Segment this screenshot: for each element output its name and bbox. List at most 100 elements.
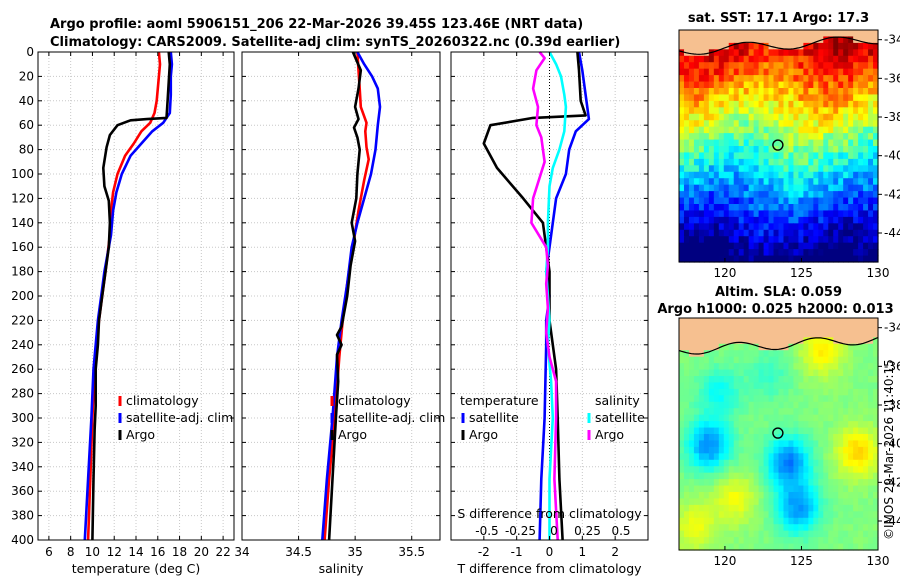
sst_map-cell (798, 165, 804, 173)
sla_map-cell (688, 492, 695, 500)
sst_map-cell (778, 120, 785, 128)
sst_map-cell (803, 197, 809, 205)
sst_map-cell (733, 62, 740, 70)
sst_map-cell (813, 133, 819, 141)
sla_map-cell (833, 408, 839, 416)
sst_map-cell (778, 36, 785, 44)
sst_map-cell (853, 165, 859, 173)
sla_map-cell (753, 337, 760, 345)
sst_map-cell (873, 55, 879, 63)
sla_map-cell (718, 318, 725, 326)
sla_map-cell (708, 376, 715, 384)
sla_map-cell (753, 472, 760, 480)
sst_map-cell (828, 184, 834, 192)
sla_map-cell (808, 421, 814, 429)
sla_map-cell (679, 350, 685, 358)
sst_map-cell (783, 197, 790, 205)
sla_map-cell (763, 524, 770, 532)
sla_map-cell (833, 324, 839, 332)
sla_map-cell (823, 330, 829, 338)
sla_map-cell (718, 330, 725, 338)
sla_map-cell (823, 408, 829, 416)
sst_map-cell (683, 36, 690, 44)
sst_map-cell (868, 197, 874, 205)
sla_map-cell (808, 434, 814, 442)
sla_map-cell (778, 401, 785, 409)
sla_map-cell (798, 356, 804, 364)
sla_map-cell (838, 324, 844, 332)
sst_map-cell (683, 184, 690, 192)
sst_map-cell (813, 30, 819, 38)
sst_map-cell (723, 133, 730, 141)
sst_map-cell (733, 242, 740, 250)
sst_map-cell (808, 242, 814, 250)
sla_map-cell (738, 388, 745, 396)
sst_map-cell (818, 88, 824, 96)
sla_map-cell (758, 395, 765, 403)
sst_map-cell (853, 107, 859, 115)
sst_map-cell (763, 184, 770, 192)
sla_map-cell (703, 504, 710, 512)
sla_map-cell (793, 408, 799, 416)
sla_map-cell (728, 524, 735, 532)
sla_map-cell (703, 350, 710, 358)
sst_map-cell (823, 120, 829, 128)
sla_map-cell (838, 318, 844, 326)
sst_map-cell (738, 229, 745, 237)
sla_map-cell (818, 401, 824, 409)
sla_map-cell (698, 543, 705, 551)
series-line-s-argo (530, 51, 559, 541)
sla_map-cell (868, 350, 874, 358)
sst_map-cell (798, 75, 804, 83)
sla_map-cell (768, 343, 775, 351)
sst_map-cell (733, 30, 740, 38)
sst_map-cell (783, 236, 790, 244)
sst_map-cell (858, 165, 864, 173)
sst_map-cell (698, 216, 705, 224)
sst_map-cell (793, 236, 799, 244)
sla_map-cell (843, 401, 849, 409)
sst_map-cell (693, 36, 700, 44)
sla_map-cell (713, 434, 720, 442)
sst_map-cell (873, 197, 879, 205)
sst_map-cell (833, 146, 839, 154)
sst_map-cell (848, 158, 854, 166)
sst_map-cell (703, 36, 710, 44)
sla_map-cell (863, 479, 869, 487)
sla_map-cell (833, 395, 839, 403)
sla_map-cell (788, 337, 795, 345)
sst_map-cell (858, 30, 864, 38)
sla_map-cell (683, 356, 690, 364)
sla_map-cell (783, 363, 790, 371)
sst_map-cell (848, 120, 854, 128)
sst_map-cell (688, 255, 695, 263)
sst_map-cell (858, 242, 864, 250)
sst_map-cell (703, 197, 710, 205)
sst_map-cell (828, 158, 834, 166)
sst_map-cell (698, 197, 705, 205)
sla_map-cell (793, 427, 799, 435)
sla_map-cell (803, 324, 809, 332)
sla_map-cell (753, 369, 760, 377)
sla_map-cell (813, 356, 819, 364)
sla_map-cell (813, 408, 819, 416)
sst_map-cell (808, 255, 814, 263)
sla_map-cell (873, 350, 879, 358)
sst_map-cell (753, 146, 760, 154)
sla_map-cell (778, 408, 785, 416)
sst_map-cell (698, 94, 705, 102)
sst_map-cell (873, 120, 879, 128)
sla_map-cell (803, 382, 809, 390)
sst_map-cell (718, 216, 725, 224)
sst_map-cell (838, 165, 844, 173)
sst_map-cell (763, 249, 770, 257)
sla_map-cell (833, 330, 839, 338)
sst_map-cell (703, 152, 710, 160)
sla_map-cell (788, 330, 795, 338)
sst_map-cell (763, 62, 770, 70)
sla_map-cell (683, 440, 690, 448)
sla_map-cell (688, 530, 695, 538)
sla_map-cell (778, 524, 785, 532)
legend-temperature-0-label: climatology (126, 393, 199, 408)
sst_map-cell (679, 229, 685, 237)
